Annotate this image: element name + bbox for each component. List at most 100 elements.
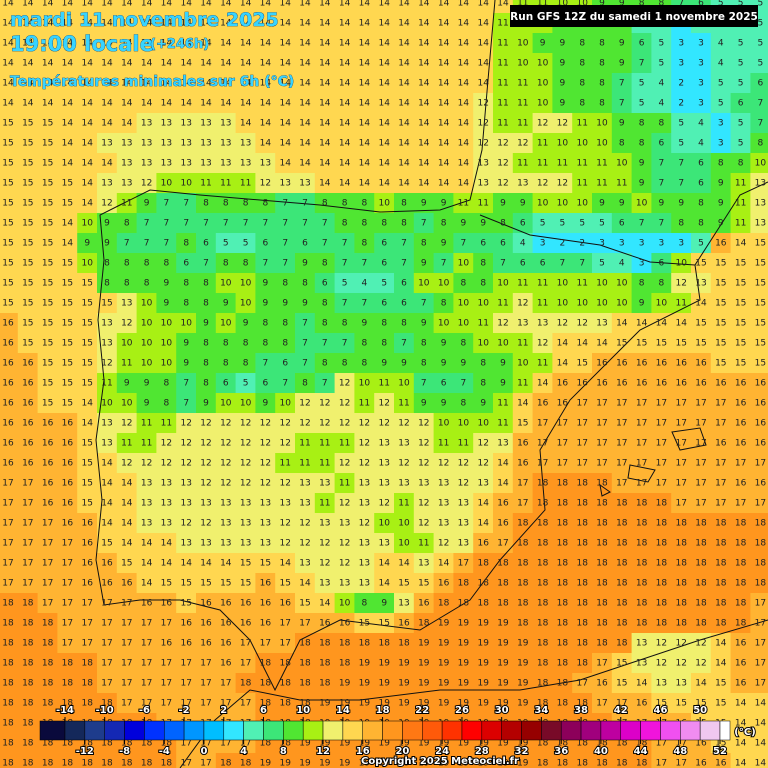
temperature-value: 7 — [124, 239, 130, 249]
colorbar-segment — [422, 720, 443, 741]
temperature-value: 12 — [359, 459, 370, 469]
temperature-cell — [374, 13, 395, 34]
temperature-cell — [532, 33, 554, 54]
temperature-value: 9 — [164, 299, 170, 309]
temperature-value: 18 — [755, 539, 767, 549]
temperature-cell — [295, 53, 316, 74]
temperature-value: 15 — [81, 499, 92, 509]
lead-time: (+246h) — [150, 37, 209, 52]
temperature-value: 16 — [755, 399, 767, 409]
temperature-value: 17 — [656, 759, 667, 768]
temperature-value: 17 — [299, 619, 310, 629]
temperature-value: 12 — [497, 159, 508, 169]
temperature-value: 13 — [101, 139, 112, 149]
temperature-value: 14 — [497, 459, 509, 469]
temperature-cell — [275, 73, 296, 94]
temperature-value: 18 — [2, 659, 14, 669]
temperature-value: 12 — [260, 419, 271, 429]
temperature-value: 6 — [540, 259, 546, 269]
temperature-value: 12 — [319, 559, 330, 569]
temperature-value: 16 — [42, 459, 54, 469]
temperature-value: 15 — [22, 159, 33, 169]
temperature-value: 17 — [200, 679, 211, 689]
temperature-value: 14 — [636, 319, 648, 329]
temperature-value: 14 — [141, 59, 153, 69]
temperature-value: 8 — [599, 79, 605, 89]
temperature-value: 14 — [359, 19, 371, 29]
temperature-cell — [671, 33, 692, 54]
temperature-value: 17 — [101, 659, 112, 669]
temperature-value: 8 — [203, 279, 209, 289]
temperature-value: 14 — [121, 0, 133, 9]
temperature-value: 17 — [695, 399, 706, 409]
temperature-value: 16 — [22, 399, 34, 409]
temperature-value: 13 — [299, 479, 310, 489]
temperature-value: 9 — [540, 39, 546, 49]
temperature-value: 15 — [715, 339, 726, 349]
temperature-value: 9 — [421, 259, 427, 269]
temperature-value: 10 — [339, 599, 351, 609]
temperature-cell — [97, 153, 118, 174]
temperature-value: 18 — [537, 659, 549, 669]
temperature-value: 18 — [616, 519, 628, 529]
temperature-value: 7 — [342, 239, 348, 249]
temperature-value: 19 — [398, 659, 410, 669]
temperature-value: 18 — [240, 679, 252, 689]
temperature-value: 15 — [2, 259, 13, 269]
temperature-value: 6 — [381, 239, 387, 249]
temperature-value: 5 — [579, 219, 585, 229]
temperature-value: 4 — [718, 39, 724, 49]
temperature-value: 9 — [104, 219, 110, 229]
temperature-value: 15 — [101, 299, 112, 309]
temperature-value: 18 — [2, 759, 14, 768]
temperature-value: 13 — [161, 139, 172, 149]
temperature-value: 13 — [220, 499, 231, 509]
temperature-value: 18 — [675, 519, 687, 529]
temperature-value: 14 — [418, 39, 430, 49]
temperature-value: 12 — [279, 519, 290, 529]
temperature-value: 15 — [42, 119, 53, 129]
temperature-value: 14 — [398, 119, 410, 129]
temperature-value: 14 — [22, 59, 34, 69]
temperature-value: 12 — [260, 479, 271, 489]
temperature-value: 15 — [81, 379, 92, 389]
temperature-value: 14 — [339, 159, 351, 169]
temperature-value: 7 — [639, 59, 645, 69]
temperature-cell — [354, 113, 375, 134]
temperature-value: 16 — [240, 599, 252, 609]
temperature-value: 17 — [180, 659, 191, 669]
temperature-value: 17 — [458, 559, 469, 569]
temperature-value: 18 — [42, 619, 54, 629]
temperature-value: 10 — [557, 199, 569, 209]
temperature-value: 13 — [141, 139, 152, 149]
temperature-value: 6 — [203, 239, 209, 249]
temperature-value: 8 — [579, 79, 585, 89]
temperature-cell — [631, 93, 653, 114]
temperature-value: 8 — [203, 379, 209, 389]
temperature-value: 17 — [715, 479, 726, 489]
temperature-value: 8 — [342, 219, 348, 229]
temperature-value: 14 — [735, 239, 747, 249]
temperature-value: 8 — [659, 279, 665, 289]
temperature-cell — [433, 93, 455, 114]
temperature-value: 17 — [2, 559, 13, 569]
temperature-value: 17 — [200, 659, 211, 669]
temperature-value: 17 — [42, 539, 53, 549]
temperature-cell — [433, 0, 455, 14]
temperature-value: 8 — [282, 279, 288, 289]
temperature-value: 9 — [500, 199, 506, 209]
temperature-value: 14 — [180, 99, 192, 109]
temperature-value: 9 — [381, 599, 387, 609]
temperature-value: 14 — [279, 99, 291, 109]
temperature-value: 18 — [636, 559, 648, 569]
temperature-value: 12 — [359, 439, 370, 449]
temperature-cell — [0, 153, 19, 174]
temperature-cell — [314, 93, 336, 114]
temperature-value: 14 — [438, 159, 450, 169]
temperature-value: 14 — [735, 739, 747, 749]
colorbar-segment — [362, 720, 383, 741]
temperature-value: 14 — [200, 59, 212, 69]
temperature-value: 11 — [220, 179, 231, 189]
temperature-value: 17 — [675, 419, 686, 429]
temperature-value: 12 — [220, 479, 231, 489]
